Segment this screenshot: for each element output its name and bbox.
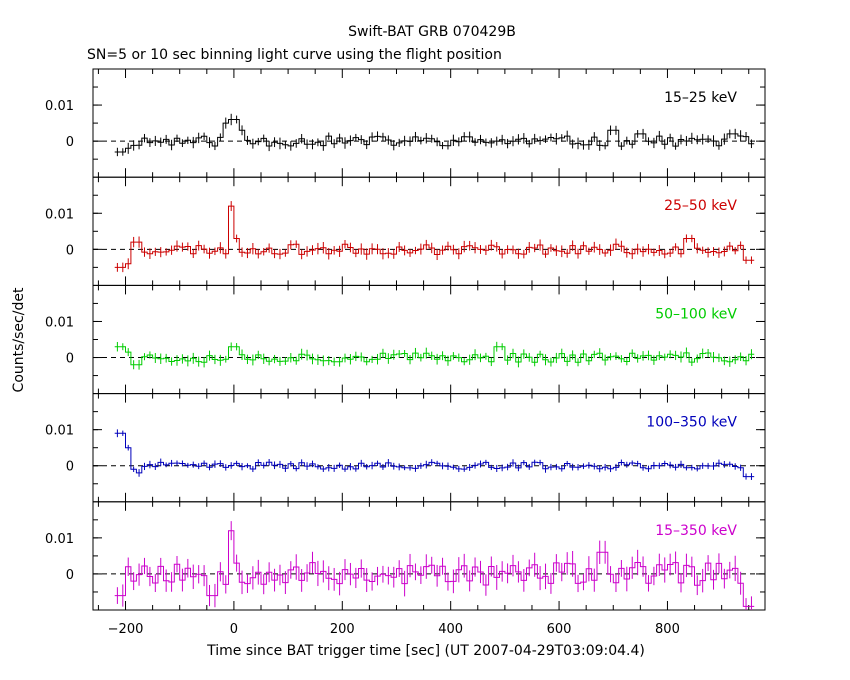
y-tick-label: 0 — [66, 243, 74, 258]
y-tick-label: 0.01 — [45, 532, 74, 547]
panel-frame-25-50-kev — [92, 176, 766, 286]
light-curve-15-25-kev — [114, 119, 755, 153]
x-tick-label: −200 — [108, 622, 144, 637]
panel-label-100-350-kev: 100–350 keV — [646, 415, 737, 431]
y-tick-label: 0 — [66, 135, 74, 150]
panels-group: 0 0.01 15–25 keV 0 0.01 25–50 keV 0 0.01 50–100 … — [45, 68, 766, 637]
panel-frame-15-350-kev — [92, 501, 766, 611]
light-curve-50-100-kev — [114, 346, 755, 366]
x-tick-label: 600 — [547, 622, 572, 637]
x-tick-label: 800 — [655, 622, 680, 637]
y-tick-label: 0.01 — [45, 207, 74, 222]
x-tick-label: 200 — [330, 622, 355, 637]
y-tick-label: 0.01 — [45, 424, 74, 439]
panel-frame-100-350-kev — [92, 393, 766, 503]
x-tick-label: 400 — [438, 622, 463, 637]
panel-label-50-100-kev: 50–100 keV — [655, 306, 737, 322]
panel-label-15-25-kev: 15–25 keV — [664, 90, 737, 106]
x-tick-label: 0 — [230, 622, 238, 637]
light-curve-25-50-kev — [114, 205, 755, 268]
light-curve-100-350-kev — [114, 432, 755, 478]
panel-label-25-50-kev: 25–50 keV — [664, 198, 737, 214]
y-tick-label: 0.01 — [45, 99, 74, 114]
y-tick-label: 0 — [66, 568, 74, 583]
chart-subtitle: SN=5 or 10 sec binning light curve using… — [87, 47, 502, 63]
panel-frame-50-100-kev — [92, 284, 766, 395]
y-tick-label: 0 — [66, 460, 74, 475]
light-curve-15-350-kev — [114, 530, 755, 607]
y-tick-label: 0 — [66, 352, 74, 367]
x-axis-label: Time since BAT trigger time [sec] (UT 20… — [206, 643, 645, 659]
chart-title: Swift-BAT GRB 070429B — [348, 24, 516, 40]
y-axis-label: Counts/sec/det — [11, 287, 27, 392]
panel-label-15-350-kev: 15–350 keV — [655, 523, 737, 539]
panel-frame-15-25-kev — [92, 68, 766, 178]
y-tick-label: 0.01 — [45, 315, 74, 330]
